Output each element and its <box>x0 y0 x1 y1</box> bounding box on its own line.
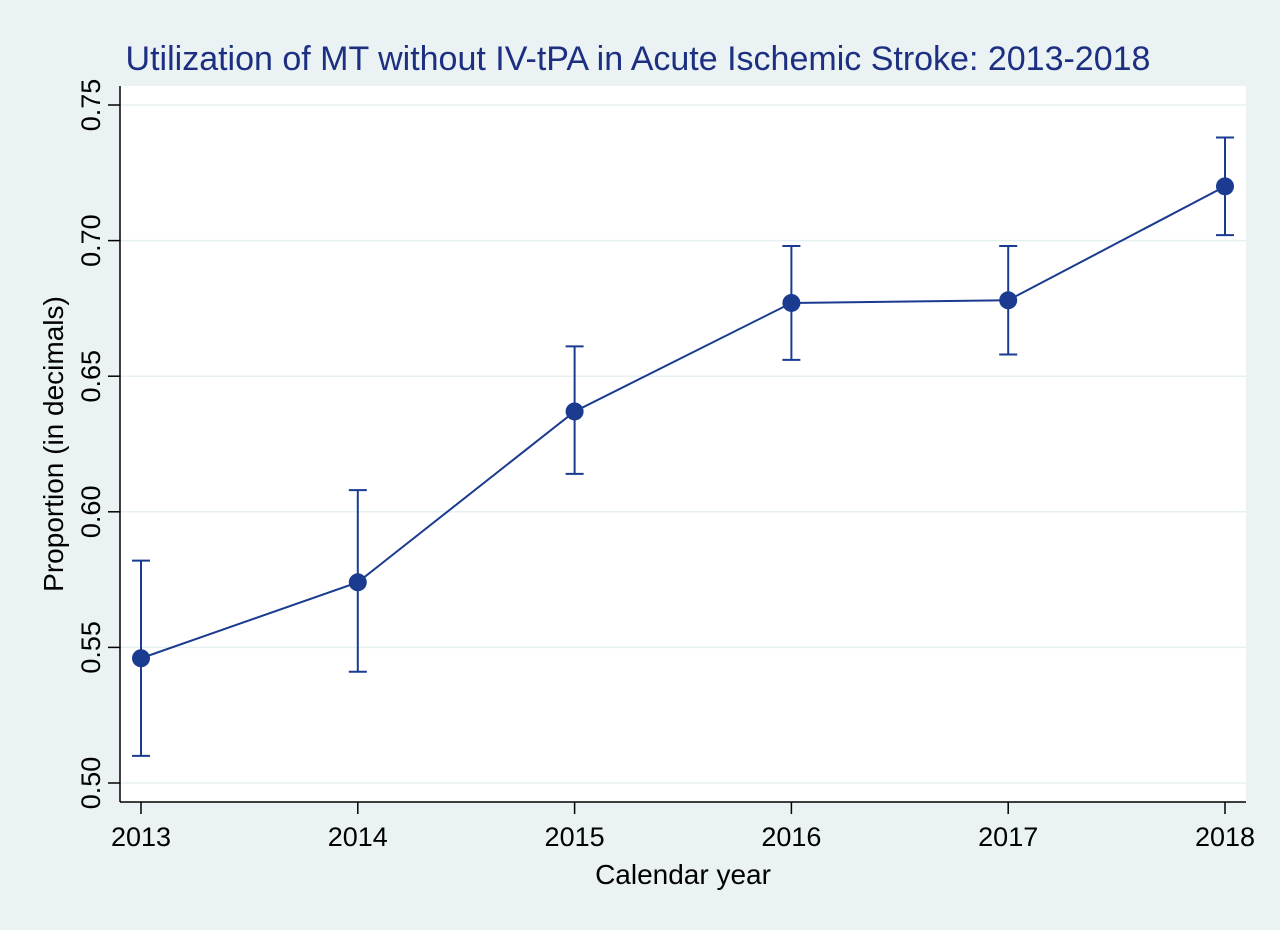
x-tick-label: 2018 <box>1195 822 1255 852</box>
plot-area <box>120 86 1246 802</box>
chart-title: Utilization of MT without IV-tPA in Acut… <box>126 40 1151 78</box>
y-axis-ticks: 0.50 0.55 0.60 0.65 0.70 0.75 <box>76 79 120 810</box>
y-tick-label: 0.50 <box>76 757 106 810</box>
x-tick-label: 2015 <box>545 822 605 852</box>
y-tick-label: 0.75 <box>76 79 106 132</box>
series-group <box>132 136 1234 757</box>
y-tick-label: 0.60 <box>76 486 106 539</box>
x-axis-ticks: 2013 2014 2015 2016 2017 2018 <box>111 802 1255 852</box>
y-tick-label: 0.55 <box>76 621 106 674</box>
x-tick-label: 2013 <box>111 822 171 852</box>
data-point <box>1216 177 1234 196</box>
data-point <box>565 402 584 421</box>
data-point <box>348 573 367 592</box>
x-axis-label: Calendar year <box>595 859 771 890</box>
x-tick-label: 2016 <box>761 822 821 852</box>
data-point <box>132 649 150 668</box>
data-point <box>999 291 1018 310</box>
y-axis-label: Proportion (in decimals) <box>38 296 69 592</box>
y-tick-label: 0.65 <box>76 350 106 403</box>
x-tick-label: 2014 <box>328 822 388 852</box>
data-point <box>782 293 801 312</box>
x-tick-label: 2017 <box>978 822 1038 852</box>
gridlines <box>120 104 1246 784</box>
series-line <box>140 185 1226 660</box>
y-tick-label: 0.70 <box>76 214 106 267</box>
